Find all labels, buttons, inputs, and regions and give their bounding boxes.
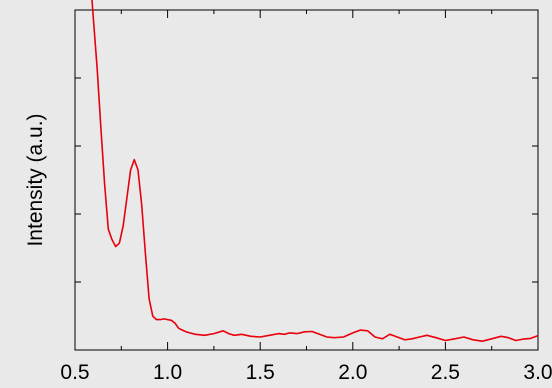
x-tick-label: 0.5 <box>60 361 89 383</box>
x-tick-label: 1.0 <box>153 361 182 383</box>
plot-area <box>74 9 539 351</box>
x-tick-label: 1.5 <box>246 361 275 383</box>
series-line <box>91 0 539 342</box>
x-tick-labels: 0.5 1.0 1.5 2.0 2.5 3.0 <box>60 361 552 384</box>
axis-ticks <box>74 9 539 351</box>
x-tick-label: 3.0 <box>523 361 552 383</box>
x-tick-label: 2.5 <box>431 361 460 383</box>
y-axis-label: Intensity (a.u.) <box>24 113 47 246</box>
x-tick-label: 2.0 <box>338 361 367 383</box>
